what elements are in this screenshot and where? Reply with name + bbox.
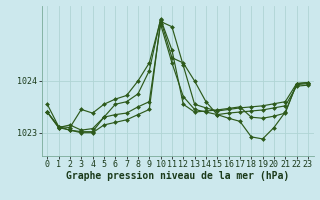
X-axis label: Graphe pression niveau de la mer (hPa): Graphe pression niveau de la mer (hPa) [66, 171, 289, 181]
